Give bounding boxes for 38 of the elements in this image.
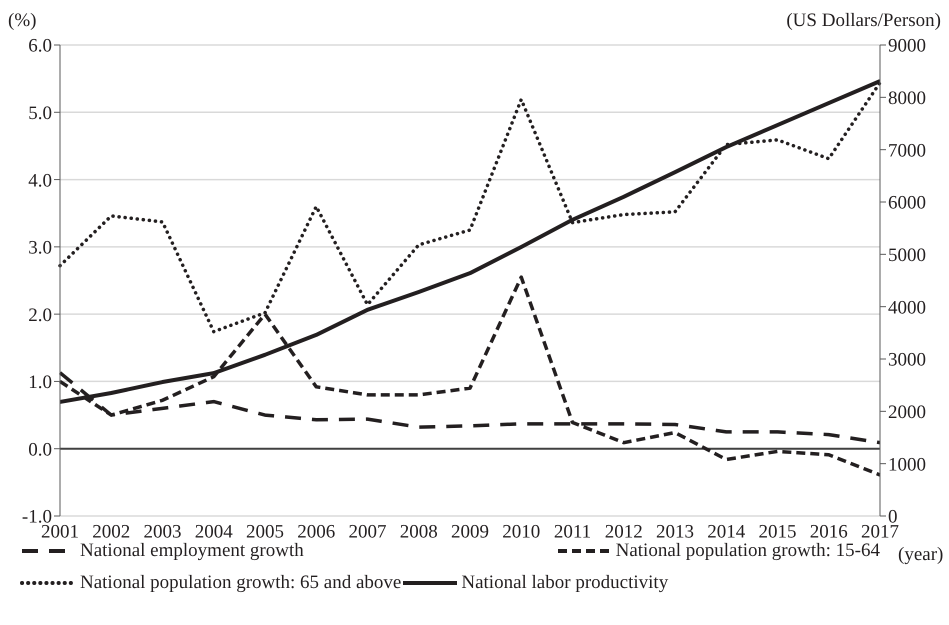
x-tick-label: 2002 [92, 521, 130, 542]
y2-tick-label: 8000 [888, 88, 926, 110]
legend-label: National employment growth [80, 540, 304, 562]
y-tick-label: 1.0 [28, 372, 52, 394]
y2-tick-label: 5000 [888, 245, 926, 266]
x-tick-label: 2014 [707, 521, 746, 542]
x-tick-label: 2007 [348, 521, 386, 542]
y2-axis-title: (US Dollars/Person) [786, 10, 941, 32]
y-tick-label: 5.0 [28, 103, 52, 124]
x-axis-title: (year) [898, 544, 944, 566]
y-tick-label: 4.0 [28, 170, 52, 192]
y2-tick-label: 9000 [888, 36, 926, 57]
y2-tick-label: 2000 [888, 402, 926, 424]
x-tick-label: 2013 [656, 521, 694, 542]
x-tick-label: 2004 [194, 521, 234, 542]
y2-tick-label: 6000 [888, 192, 926, 214]
y-tick-label: 6.0 [28, 36, 52, 57]
x-tick-label: 2011 [554, 521, 592, 542]
x-tick-label: 2008 [400, 521, 438, 542]
y2-tick-label: 3000 [888, 350, 926, 371]
y-tick-label: 2.0 [28, 304, 52, 326]
y-axis-title: (%) [8, 10, 36, 32]
legend-label: National population growth: 65 and above [80, 572, 402, 594]
x-tick-label: 2010 [502, 521, 540, 542]
x-tick-label: 2016 [810, 521, 848, 542]
x-tick-label: 2015 [758, 521, 796, 542]
x-tick-label: 2003 [144, 521, 182, 542]
x-tick-label: 2012 [604, 521, 643, 542]
y2-tick-label: 7000 [888, 140, 926, 162]
legend-label: National labor productivity [461, 572, 668, 594]
y2-tick-label: 1000 [888, 454, 926, 476]
x-tick-label: 2006 [297, 521, 336, 542]
y-tick-label: 3.0 [28, 238, 52, 259]
x-tick-label: 2009 [451, 521, 489, 542]
legend-label: National population growth: 15-64 [616, 540, 880, 562]
x-tick-label: 2005 [246, 521, 284, 542]
y-tick-label: 0.0 [28, 439, 52, 460]
y2-tick-label: 4000 [888, 297, 926, 318]
